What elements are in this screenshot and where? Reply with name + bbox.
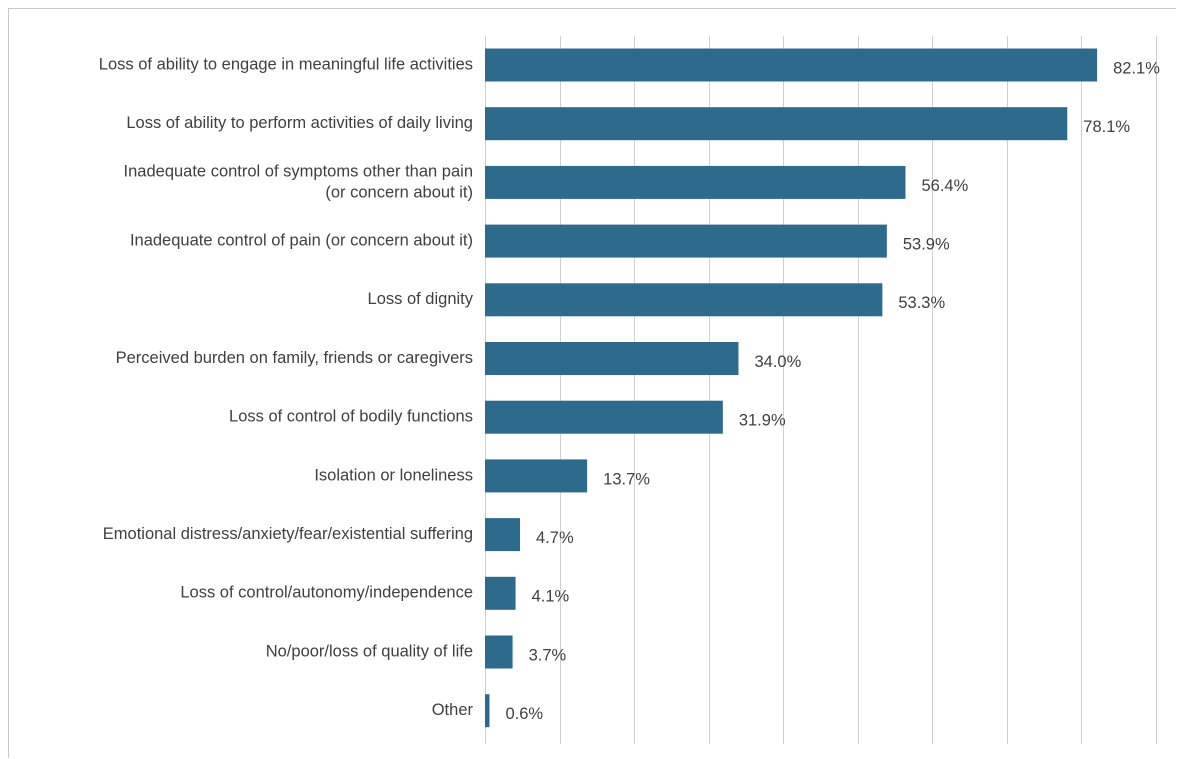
bar-10 — [485, 635, 513, 669]
bar-11 — [485, 694, 490, 728]
category-label-6: Loss of control of bodily functions — [229, 408, 473, 426]
value-label-4: 53.3% — [898, 294, 945, 312]
bars — [485, 48, 1098, 728]
category-label-1: Loss of ability to perform activities of… — [126, 114, 473, 132]
bar-2 — [485, 165, 906, 199]
value-label-8: 4.7% — [536, 529, 574, 547]
category-label-7: Isolation or loneliness — [314, 466, 473, 484]
category-label-9: Loss of control/autonomy/independence — [180, 584, 473, 602]
value-label-11: 0.6% — [505, 705, 543, 723]
category-label-2: Inadequate control of symptoms other tha… — [124, 162, 473, 201]
bar-4 — [485, 283, 883, 317]
category-label-0: Loss of ability to engage in meaningful … — [99, 55, 473, 73]
value-label-5: 34.0% — [754, 353, 801, 371]
category-label-10: No/poor/loss of quality of life — [266, 642, 473, 660]
chart-frame — [8, 8, 1176, 758]
value-label-9: 4.1% — [532, 588, 570, 606]
value-label-2: 56.4% — [921, 177, 968, 195]
bar-7 — [485, 459, 588, 493]
value-label-10: 3.7% — [529, 646, 567, 664]
bar-9 — [485, 576, 516, 610]
value-label-0: 82.1% — [1113, 59, 1160, 77]
bar-5 — [485, 342, 739, 375]
category-label-5: Perceived burden on family, friends or c… — [116, 349, 473, 367]
value-label-7: 13.7% — [603, 470, 650, 488]
category-labels: Loss of ability to engage in meaningful … — [99, 55, 474, 719]
value-label-3: 53.9% — [903, 235, 950, 253]
value-label-1: 78.1% — [1083, 118, 1130, 136]
category-label-3: Inadequate control of pain (or concern a… — [130, 231, 473, 249]
category-label-8: Emotional distress/anxiety/fear/existent… — [103, 525, 473, 543]
value-label-6: 31.9% — [739, 412, 786, 430]
value-labels: 82.1% 78.1% 56.4% 53.9% 53.3% 34.0% 31.9% 13.7%… — [505, 59, 1160, 723]
bar-1 — [485, 107, 1068, 141]
bar-0 — [485, 48, 1098, 82]
category-label-4: Loss of dignity — [368, 290, 474, 308]
bar-3 — [485, 224, 887, 258]
bar-6 — [485, 400, 723, 434]
category-label-11: Other — [432, 701, 474, 719]
bar-8 — [485, 518, 521, 552]
gridlines — [485, 36, 1157, 744]
